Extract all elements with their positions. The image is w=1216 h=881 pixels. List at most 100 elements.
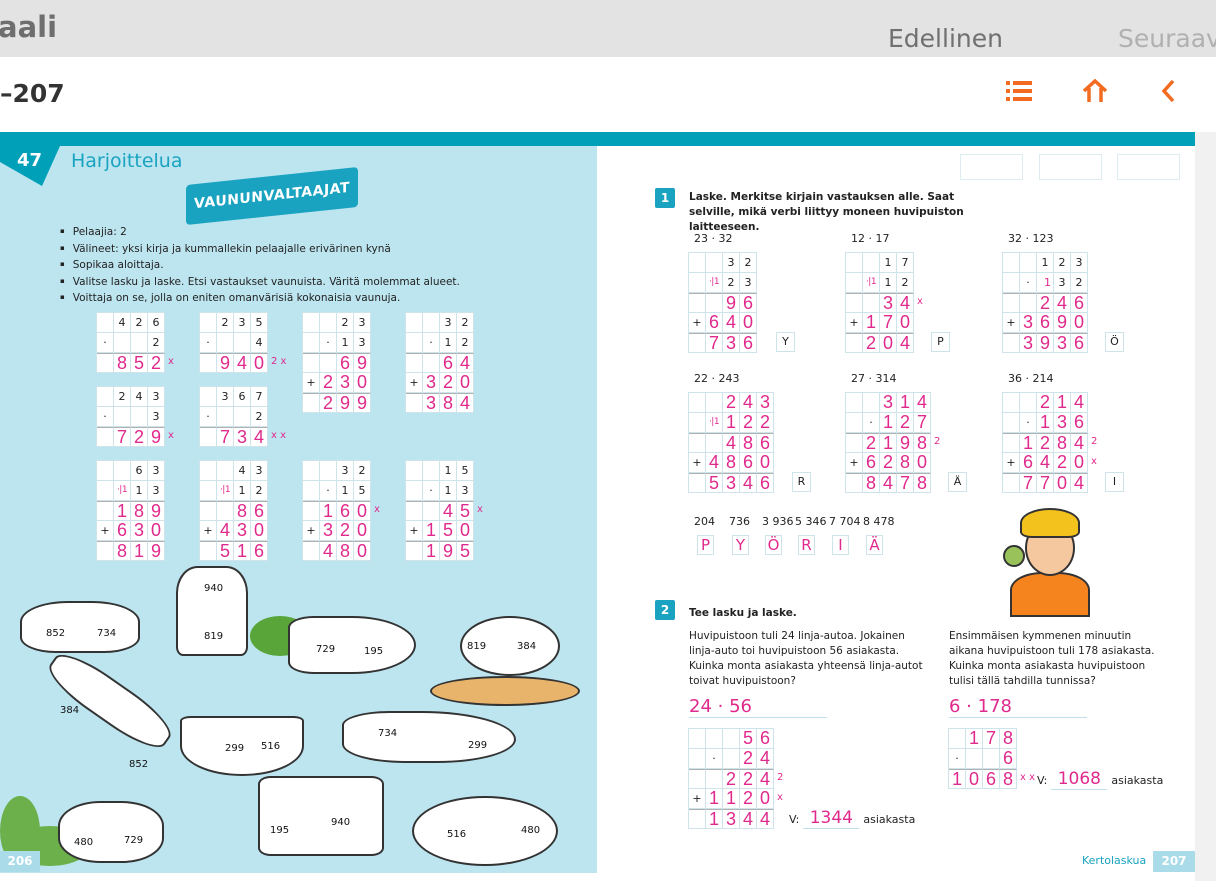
grid-cell-empty[interactable] (846, 273, 863, 293)
grid-cell[interactable]: 1 (897, 393, 914, 413)
grid-cell[interactable]: · (863, 413, 880, 433)
grid-cell[interactable]: 4 (320, 541, 337, 561)
grid-cell-empty[interactable] (114, 407, 131, 427)
grid-cell[interactable]: 8 (1000, 729, 1017, 749)
grid-cell[interactable]: 3 (723, 253, 740, 273)
home-icon[interactable] (1080, 78, 1110, 109)
grid-cell[interactable]: + (303, 373, 320, 393)
grid-cell[interactable]: 2 (320, 393, 337, 413)
grid-cell[interactable]: 6 (1000, 749, 1017, 769)
grid-cell[interactable]: 1 (114, 501, 131, 521)
grid-cell-empty[interactable] (1003, 433, 1020, 453)
grid-cell[interactable]: · (97, 333, 114, 353)
grid-cell[interactable]: 7 (706, 333, 723, 353)
grid-cell[interactable]: 4 (723, 433, 740, 453)
grid-cell[interactable]: 6 (1037, 313, 1054, 333)
grid-cell[interactable]: + (689, 789, 706, 809)
grid-cell-empty[interactable] (863, 293, 880, 313)
grid-cell[interactable]: 9 (148, 541, 165, 561)
grid-cell[interactable]: 4 (1071, 393, 1088, 413)
grid-cell-empty[interactable] (406, 541, 423, 561)
grid-cell[interactable]: + (200, 521, 217, 541)
grid-cell[interactable]: 0 (1071, 453, 1088, 473)
grid-cell[interactable]: 8 (1000, 769, 1017, 789)
grid-cell[interactable]: 7 (251, 387, 268, 407)
cart-number[interactable]: 384 (517, 641, 537, 652)
grid-cell-empty[interactable] (97, 353, 114, 373)
grid-cell-empty[interactable] (303, 313, 320, 333)
grid-cell-empty[interactable] (423, 461, 440, 481)
grid-cell[interactable]: 1 (440, 461, 457, 481)
grid-cell[interactable]: 2 (1054, 453, 1071, 473)
grid-cell-empty[interactable] (1003, 333, 1020, 353)
grid-cell[interactable]: 2 (217, 313, 234, 333)
grid-cell-empty[interactable] (689, 769, 706, 789)
grid-cell-empty[interactable] (723, 749, 740, 769)
grid-cell[interactable]: 3 (354, 313, 371, 333)
grid-cell-empty[interactable] (406, 333, 423, 353)
grid-cell[interactable]: 7 (897, 473, 914, 493)
grid-cell-empty[interactable] (217, 501, 234, 521)
grid-cell[interactable]: 0 (914, 453, 931, 473)
grid-cell[interactable]: 3 (757, 393, 774, 413)
grid-cell[interactable]: 1 (966, 729, 983, 749)
grid-cell-empty[interactable] (966, 749, 983, 769)
grid-cell[interactable]: 2 (863, 333, 880, 353)
grid-cell[interactable]: ·|1 (863, 273, 880, 293)
grid-cell[interactable]: 9 (1054, 313, 1071, 333)
grid-cell-empty[interactable] (423, 501, 440, 521)
grid-cell[interactable]: · (1020, 413, 1037, 433)
grid-cell[interactable]: 3 (723, 809, 740, 829)
score-box[interactable] (1117, 154, 1180, 180)
grid-cell[interactable]: + (303, 521, 320, 541)
grid-cell[interactable]: 9 (337, 393, 354, 413)
grid-cell-empty[interactable] (689, 809, 706, 829)
grid-cell[interactable]: 0 (457, 373, 474, 393)
grid-cell[interactable]: 3 (234, 521, 251, 541)
grid-cell[interactable]: 3 (148, 387, 165, 407)
grid-cell-empty[interactable] (303, 461, 320, 481)
grid-cell-empty[interactable] (200, 481, 217, 501)
grid-cell[interactable]: 3 (1054, 333, 1071, 353)
grid-cell[interactable]: 1 (1037, 413, 1054, 433)
grid-cell[interactable]: 6 (131, 461, 148, 481)
grid-cell-empty[interactable] (983, 749, 1000, 769)
grid-cell[interactable]: 2 (897, 273, 914, 293)
grid-cell[interactable]: 4 (757, 749, 774, 769)
grid-cell[interactable]: 4 (251, 333, 268, 353)
grid-cell[interactable]: + (689, 313, 706, 333)
grid-cell[interactable]: 3 (148, 407, 165, 427)
grid-cell-empty[interactable] (1003, 273, 1020, 293)
grid-cell[interactable]: 8 (114, 541, 131, 561)
score-box[interactable] (960, 154, 1023, 180)
grid-cell[interactable]: 6 (1071, 413, 1088, 433)
grid-cell[interactable]: · (320, 333, 337, 353)
grid-cell[interactable]: 9 (217, 353, 234, 373)
grid-cell[interactable]: 2 (337, 313, 354, 333)
grid-cell-empty[interactable] (234, 333, 251, 353)
grid-cell[interactable]: 0 (880, 333, 897, 353)
grid-cell-empty[interactable] (97, 387, 114, 407)
grid-cell[interactable]: 9 (897, 433, 914, 453)
grid-cell[interactable]: 1 (723, 789, 740, 809)
grid-cell[interactable]: + (846, 313, 863, 333)
grid-cell[interactable]: 2 (251, 407, 268, 427)
grid-cell[interactable]: 8 (114, 353, 131, 373)
grid-cell[interactable]: 1 (880, 253, 897, 273)
grid-cell[interactable]: 5 (457, 461, 474, 481)
grid-cell[interactable]: 6 (114, 521, 131, 541)
grid-cell-empty[interactable] (1020, 293, 1037, 313)
grid-cell[interactable]: 5 (354, 481, 371, 501)
grid-cell[interactable]: 6 (440, 353, 457, 373)
grid-cell[interactable]: 5 (217, 541, 234, 561)
grid-cell-empty[interactable] (863, 253, 880, 273)
cart-number[interactable]: 819 (467, 641, 487, 652)
grid-cell-empty[interactable] (706, 393, 723, 413)
letter-box[interactable]: R (792, 472, 811, 492)
grid-cell[interactable]: 3 (337, 373, 354, 393)
answer-letter-box[interactable]: Y (732, 535, 749, 555)
grid-cell[interactable]: 2 (897, 413, 914, 433)
previous-button[interactable]: Edellinen (888, 24, 1003, 53)
cart-number[interactable]: 734 (97, 628, 117, 639)
grid-cell[interactable]: 9 (148, 501, 165, 521)
